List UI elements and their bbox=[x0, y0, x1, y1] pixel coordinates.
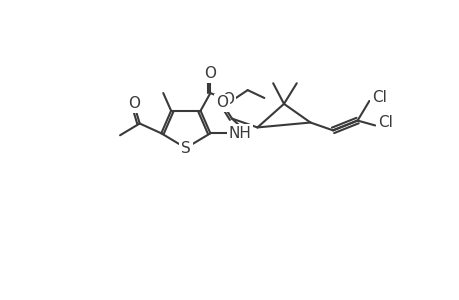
Text: O: O bbox=[204, 66, 216, 81]
Text: O: O bbox=[216, 95, 228, 110]
Text: O: O bbox=[222, 92, 234, 107]
Text: O: O bbox=[128, 96, 140, 111]
Text: Cl: Cl bbox=[377, 115, 392, 130]
Text: NH: NH bbox=[228, 126, 251, 141]
Text: S: S bbox=[180, 140, 190, 155]
Text: Cl: Cl bbox=[371, 89, 386, 104]
